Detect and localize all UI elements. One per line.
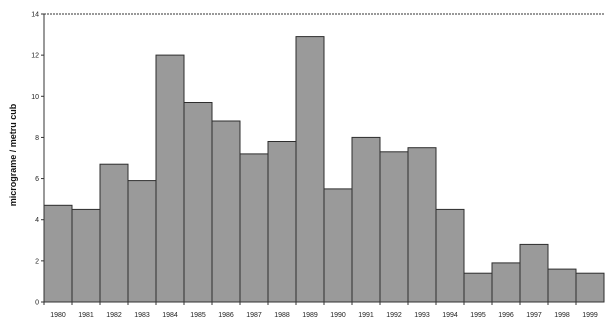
bar-1989	[295, 36, 325, 303]
x-tick-label: 1998	[554, 312, 570, 319]
bar-1996	[491, 262, 521, 303]
y-tick-label: 6	[35, 176, 39, 183]
bar-1988	[267, 141, 297, 303]
y-axis-label: micrograme / metru cub	[8, 103, 18, 206]
bar-1992	[379, 151, 409, 303]
x-tick-label: 1992	[386, 312, 402, 319]
x-tick-label: 1983	[134, 312, 150, 319]
y-tick-label: 10	[31, 94, 39, 101]
x-tick-label: 1982	[106, 312, 122, 319]
bars-group	[43, 36, 605, 303]
x-tick-label: 1987	[246, 312, 262, 319]
y-tick-label: 0	[35, 300, 39, 307]
bar-1990	[323, 188, 353, 303]
x-tick-label: 1996	[498, 312, 514, 319]
bar-1987	[239, 153, 269, 303]
x-tick-label: 1980	[50, 312, 66, 319]
bar-1993	[407, 147, 437, 303]
x-tick-label: 1981	[78, 312, 94, 319]
x-tick-label: 1990	[330, 312, 346, 319]
x-tick-label: 1995	[470, 312, 486, 319]
x-tick-label: 1997	[526, 312, 542, 319]
x-tick-label: 1993	[414, 312, 430, 319]
bar-1982	[99, 163, 129, 303]
x-tick-label: 1991	[358, 312, 374, 319]
bar-1998	[547, 268, 577, 303]
bar-1985	[183, 102, 213, 303]
y-tick-label: 4	[35, 217, 39, 224]
bar-1991	[351, 136, 381, 303]
y-tick-label: 14	[31, 12, 39, 19]
x-tick-label: 1986	[218, 312, 234, 319]
bar-1999	[575, 272, 605, 303]
y-tick-label: 8	[35, 135, 39, 142]
x-tick-label: 1994	[442, 312, 458, 319]
bar-1994	[435, 208, 465, 303]
bar-1995	[463, 272, 493, 303]
bar-1981	[71, 208, 101, 303]
bar-1980	[43, 204, 73, 303]
x-tick-label: 1988	[274, 312, 290, 319]
bar-1984	[155, 54, 185, 303]
x-tick-label: 1989	[302, 312, 318, 319]
bar-1986	[211, 120, 241, 303]
x-tick-label: 1985	[190, 312, 206, 319]
y-tick-label: 12	[31, 53, 39, 60]
x-axis-ticks: 1980 1981 1982 1983 1984 1985 1986 1987 1988 1989…	[43, 302, 598, 319]
bar-1997	[519, 243, 549, 303]
y-tick-label: 2	[35, 258, 39, 265]
x-tick-label: 1999	[582, 312, 598, 319]
bar-1983	[127, 180, 157, 303]
y-axis-ticks: 0 2 4 6 8 10 12 14	[31, 12, 44, 307]
x-tick-label: 1984	[162, 312, 178, 319]
